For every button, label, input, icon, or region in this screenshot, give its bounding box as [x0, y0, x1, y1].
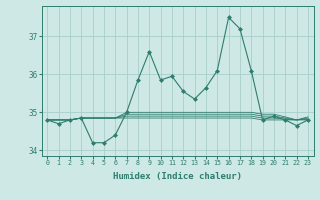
X-axis label: Humidex (Indice chaleur): Humidex (Indice chaleur) [113, 172, 242, 181]
